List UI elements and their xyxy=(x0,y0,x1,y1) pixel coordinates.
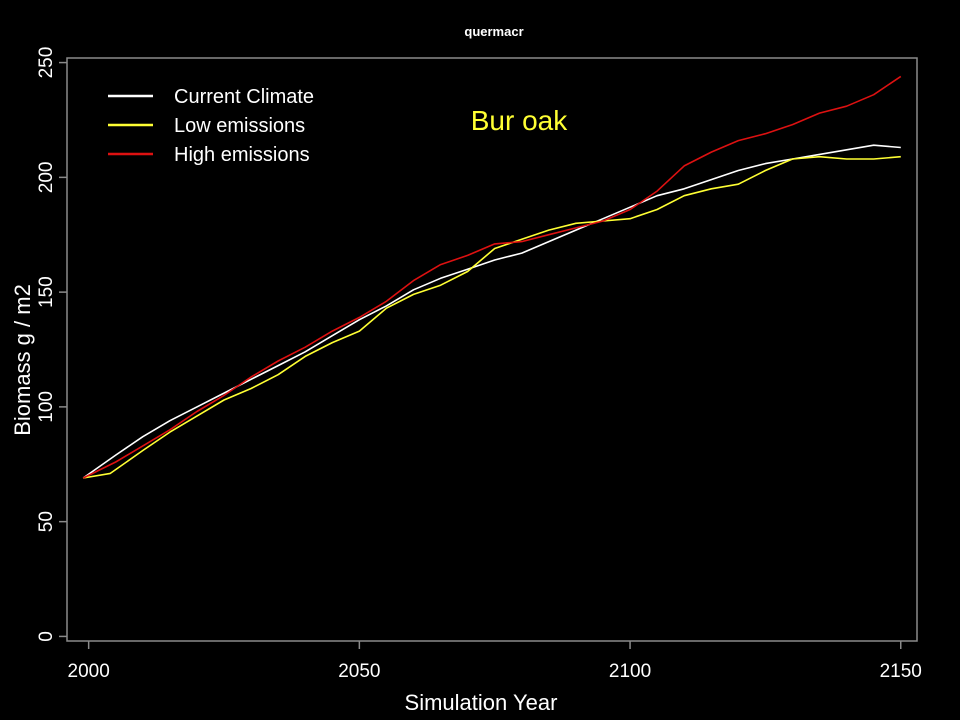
axes: 2000 2050 2100 2150 0 50 100 150 200 250 xyxy=(36,47,922,682)
series-line-3 xyxy=(82,75,902,479)
y-tick-label: 100 xyxy=(36,391,57,423)
legend-label: High emissions xyxy=(174,144,310,166)
y-tick-label: 50 xyxy=(36,511,57,532)
y-tick-label: 150 xyxy=(36,276,57,308)
y-tick-label: 0 xyxy=(36,631,57,642)
legend-label: Current Climate xyxy=(174,86,314,108)
y-axis-label: Biomass g / m2 xyxy=(10,284,35,436)
series-line-2 xyxy=(83,155,901,479)
plot-frame xyxy=(66,57,918,642)
chart-title: quermacr xyxy=(464,24,523,39)
x-tick-label: 2000 xyxy=(68,661,110,682)
legend: Current Climate Low emissions High emissio… xyxy=(108,86,314,166)
x-tick-label: 2050 xyxy=(338,661,380,682)
series-line-1 xyxy=(82,144,901,479)
y-tick-label: 200 xyxy=(36,162,57,194)
x-axis-label: Simulation Year xyxy=(405,690,558,715)
y-tick-label: 250 xyxy=(36,47,57,79)
series-group xyxy=(82,75,902,479)
species-annotation: Bur oak xyxy=(471,105,568,136)
legend-label: Low emissions xyxy=(174,115,305,137)
x-tick-label: 2150 xyxy=(880,661,922,682)
x-tick-label: 2100 xyxy=(609,661,651,682)
